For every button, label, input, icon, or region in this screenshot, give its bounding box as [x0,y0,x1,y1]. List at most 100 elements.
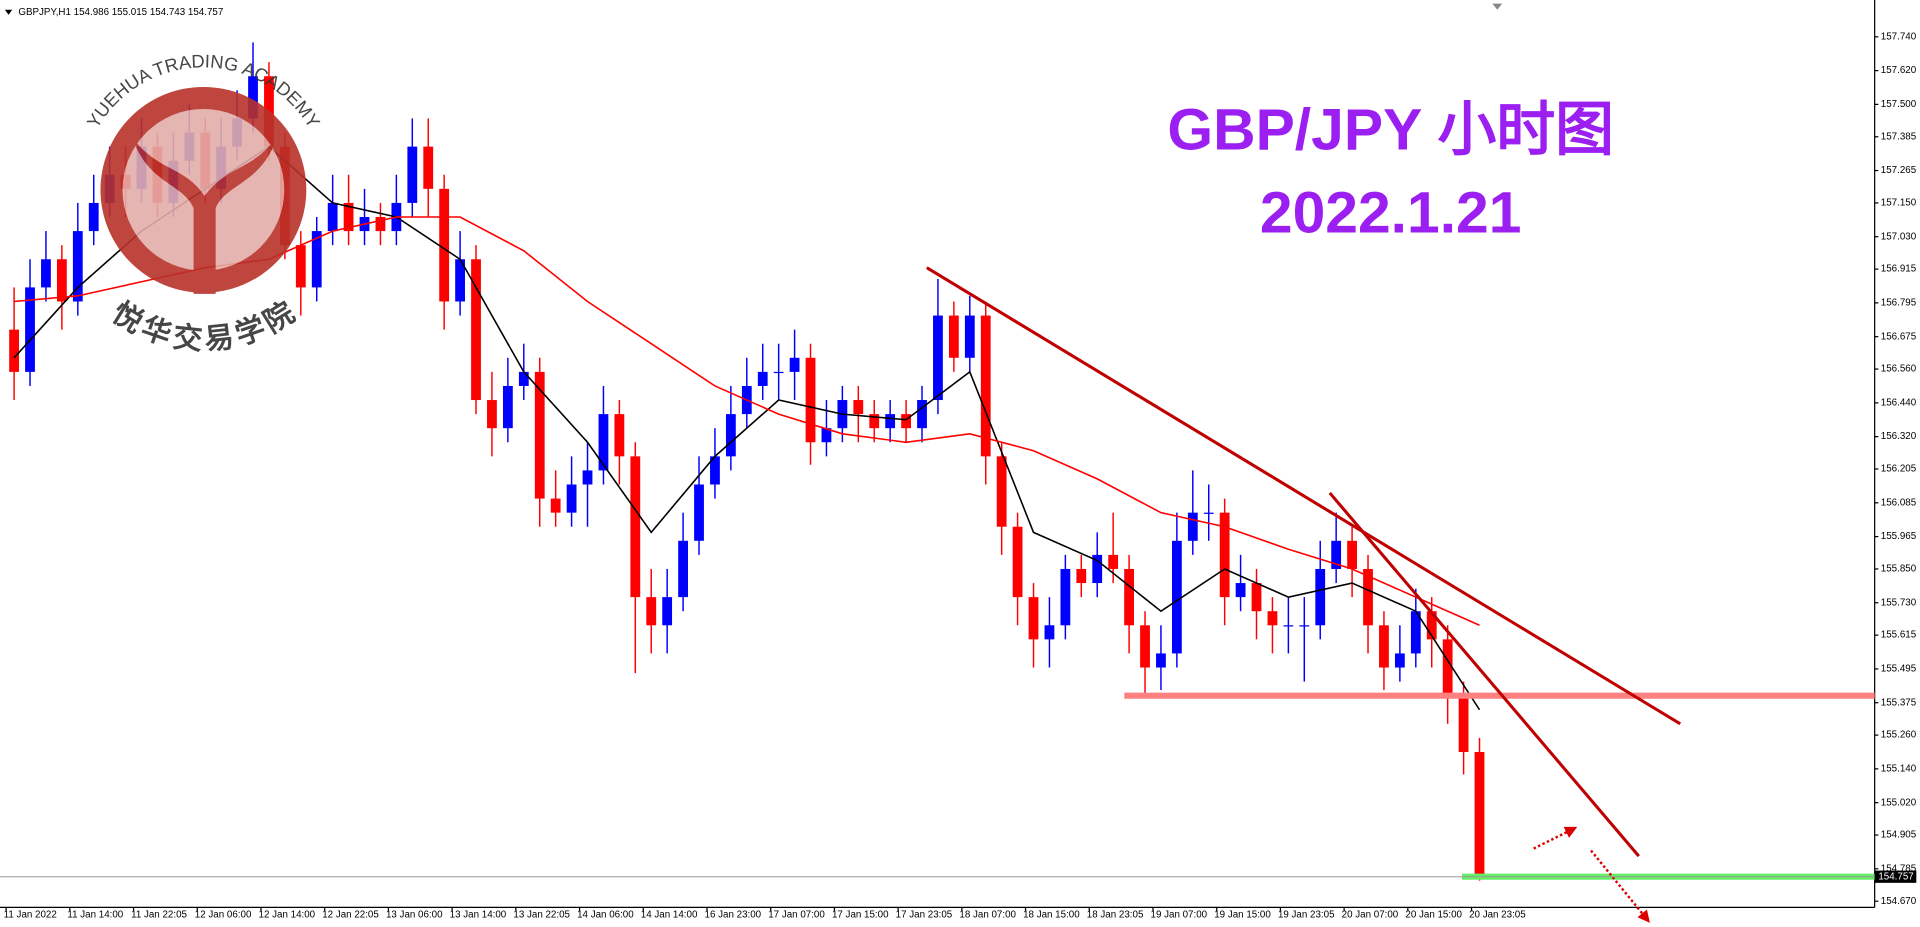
y-tick-label: 157.500 [1881,99,1917,110]
y-tick-label: 155.850 [1881,564,1917,575]
x-tick-label: 18 Jan 07:00 [959,909,1016,920]
candle-body [996,456,1007,527]
chart-subtitle: 2022.1.21 [1260,181,1522,246]
candle-body [694,484,704,541]
candle-body [1235,583,1246,598]
candle-body [88,202,99,232]
candle-body [1267,611,1278,626]
candle-body [1060,568,1071,626]
x-tick-label: 13 Jan 06:00 [386,909,443,920]
y-tick-label: 154.905 [1881,830,1917,841]
trendline [1328,491,1640,858]
x-tick-label: 17 Jan 23:05 [896,909,953,920]
candle-body [805,357,816,443]
x-tick-label: 20 Jan 23:05 [1469,909,1526,920]
x-tick-label: 12 Jan 06:00 [195,909,252,920]
candle-body [773,371,784,374]
logo-inner [122,108,285,271]
y-tick-label: 155.375 [1881,697,1917,708]
x-tick-label: 14 Jan 14:00 [641,909,698,920]
x-tick-label: 17 Jan 15:00 [832,909,889,920]
candle-body [598,414,609,471]
candle-body [630,456,641,598]
candle-body [534,371,545,499]
candle-body [566,484,577,513]
candle-body [1283,625,1294,627]
candle-body [1331,540,1342,569]
candle-body [1410,611,1421,654]
candle-body [1028,597,1039,640]
candle-body [407,146,418,203]
y-tick-label: 156.320 [1881,431,1917,442]
y-tick-label: 157.740 [1881,31,1917,42]
candle-body [885,414,896,429]
candle-body [487,400,497,429]
y-tick-label: 155.020 [1881,797,1917,808]
candle-body [917,400,927,429]
y-tick-label: 154.785 [1881,863,1917,874]
y-tick-label: 156.205 [1881,464,1917,475]
candle-body [343,202,354,232]
candle-body [1363,568,1373,626]
candle-body [1299,625,1310,627]
candle-body [455,259,465,302]
candle-body [1219,512,1230,598]
x-tick-label: 12 Jan 22:05 [322,909,379,920]
candle-body [1187,512,1198,541]
y-tick-label: 155.730 [1881,597,1917,608]
candle-body [9,329,19,372]
logo-emblem [132,137,277,294]
candle-body [678,540,688,598]
candle-body [1203,512,1214,514]
candle-body [582,470,593,485]
candle-body [311,231,322,288]
menu-marker [4,9,13,15]
candle-body [1108,554,1119,569]
candle-body [1171,540,1182,654]
y-tick-label: 155.495 [1881,664,1917,675]
y-tick-label: 155.140 [1881,763,1917,774]
candle-body [41,259,51,288]
candle-body [1044,625,1055,640]
candle-body [1140,625,1150,668]
candle-body [710,456,720,485]
candle-body [1156,653,1166,668]
x-tick-label: 17 Jan 07:00 [768,909,825,920]
candle-body [471,259,481,401]
arrow [1590,849,1650,923]
header: GBPJPY,H1 154.986 155.015 154.743 154.75… [18,7,223,18]
candle-body [1347,540,1357,569]
candle-body [375,217,386,232]
y-tick-label: 157.620 [1881,65,1917,76]
x-tick-label: 14 Jan 06:00 [577,909,634,920]
candle-body [25,287,35,372]
x-tick-label: 18 Jan 15:00 [1023,909,1080,920]
candle-body [757,371,768,386]
y-tick-label: 155.965 [1881,531,1917,542]
candle-body [439,188,450,302]
candle-body [72,231,83,302]
candle-body [948,315,959,358]
candle-body [869,414,880,429]
candle-body [662,597,673,626]
x-tick-label: 13 Jan 14:00 [450,909,507,920]
y-tick-label: 157.150 [1881,198,1917,209]
candle-body [821,428,832,443]
candle-body [1458,695,1469,752]
current-price-label: 154.757 [1878,871,1913,882]
candle-body [1474,751,1485,877]
candle-body [502,385,513,429]
candle-body [56,259,67,302]
y-tick-label: 157.030 [1881,231,1917,242]
candle-body [964,315,975,358]
x-tick-label: 11 Jan 2022 [4,909,57,920]
x-tick-label: 19 Jan 07:00 [1151,909,1208,920]
y-tick-label: 156.795 [1881,297,1917,308]
current-price-box [1874,870,1917,883]
candle-body [901,414,911,429]
candle-body [1012,526,1023,598]
y-tick-label: 156.915 [1881,264,1917,275]
